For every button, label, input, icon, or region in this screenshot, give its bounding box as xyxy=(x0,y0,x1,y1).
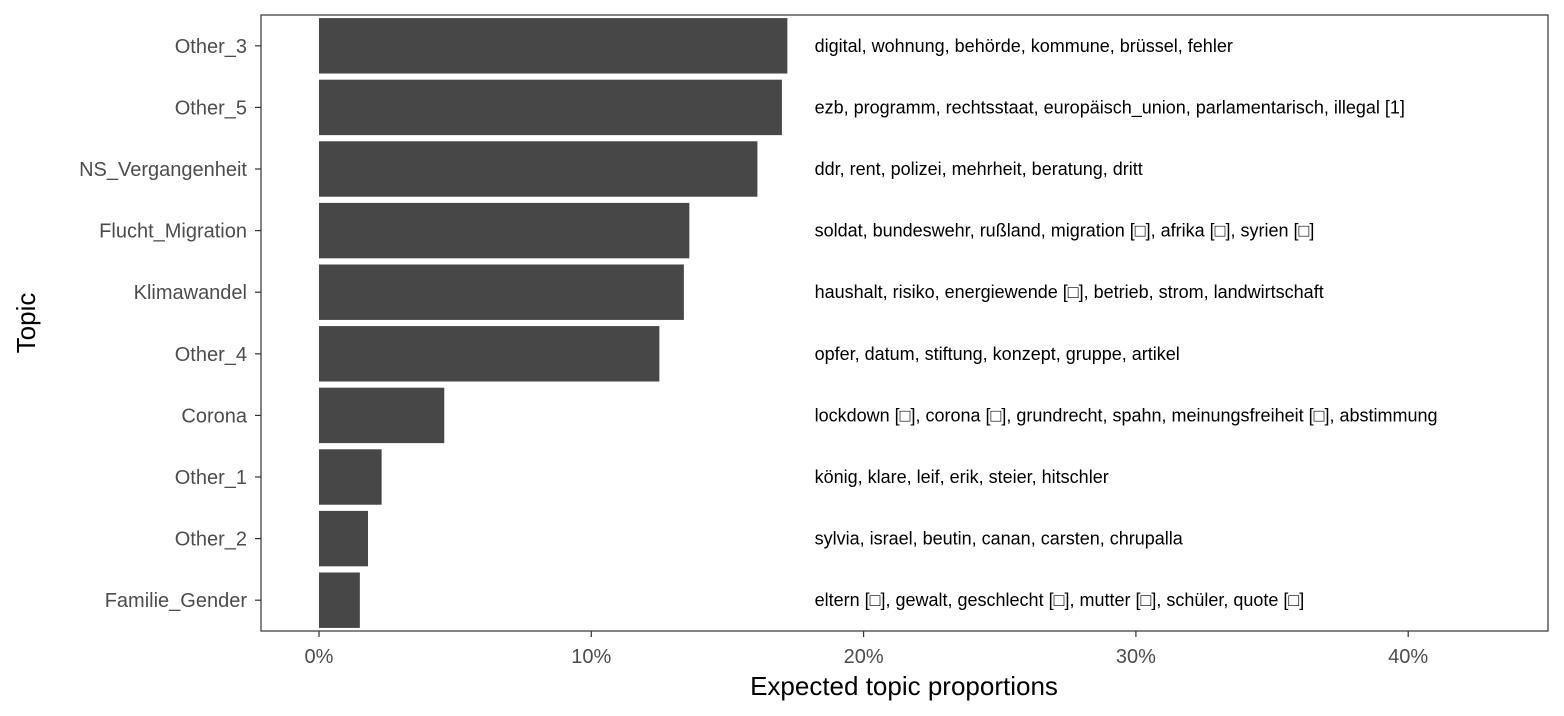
bar-Corona xyxy=(319,387,445,444)
y-tick-label: Familie_Gender xyxy=(105,590,248,612)
bar-annotation: lockdown [□], corona [□], grundrecht, sp… xyxy=(815,405,1438,425)
y-tick-label: Other_4 xyxy=(175,344,247,366)
bar-Klimawandel xyxy=(319,264,684,320)
bars-group xyxy=(319,18,788,628)
bar-Other_3 xyxy=(319,18,788,74)
bar-Other_5 xyxy=(319,79,782,136)
y-axis-title: Topic xyxy=(11,293,41,354)
x-tick-label: 40% xyxy=(1388,646,1428,668)
bar-Other_1 xyxy=(319,449,382,505)
bar-annotation: eltern [□], gewalt, geschlecht [□], mutt… xyxy=(815,590,1305,610)
bar-annotation: digital, wohnung, behörde, kommune, brüs… xyxy=(815,36,1233,56)
y-tick-label: NS_Vergangenheit xyxy=(79,159,247,181)
y-tick-label: Klimawandel xyxy=(134,282,247,304)
x-tick-label: 20% xyxy=(844,646,884,668)
y-tick-label: Corona xyxy=(181,405,247,427)
bar-annotation: soldat, bundeswehr, rußland, migration [… xyxy=(815,221,1315,241)
x-tick-label: 0% xyxy=(305,646,334,668)
y-tick-label: Other_3 xyxy=(175,36,247,58)
bar-annotation: ddr, rent, polizei, mehrheit, beratung, … xyxy=(815,159,1143,179)
bar-Other_2 xyxy=(319,510,369,567)
bar-annotation: opfer, datum, stiftung, konzept, gruppe,… xyxy=(815,344,1180,364)
bar-annotations: digital, wohnung, behörde, kommune, brüs… xyxy=(815,36,1438,610)
y-axis: Other_3 Other_5 NS_Vergangenheit Flucht_Mig… xyxy=(79,36,261,612)
x-axis: 0% 10% 20% 30% 40% xyxy=(305,631,1428,668)
bar-Flucht_Migration xyxy=(319,202,690,259)
bar-annotation: könig, klare, leif, erik, steier, hitsch… xyxy=(815,467,1109,487)
bar-Familie_Gender xyxy=(319,572,360,628)
bar-annotation: haushalt, risiko, energiewende [□], betr… xyxy=(815,282,1324,302)
x-tick-label: 30% xyxy=(1116,646,1156,668)
y-tick-label: Flucht_Migration xyxy=(99,221,247,243)
x-tick-label: 10% xyxy=(571,646,611,668)
y-tick-label: Other_1 xyxy=(175,467,247,489)
y-tick-label: Other_2 xyxy=(175,529,247,551)
bar-annotation: ezb, programm, rechtsstaat, europäisch_u… xyxy=(815,97,1405,118)
bar-NS_Vergangenheit xyxy=(319,141,758,197)
x-axis-title: Expected topic proportions xyxy=(750,671,1058,701)
bar-annotation: sylvia, israel, beutin, canan, carsten, … xyxy=(815,529,1184,549)
bar-Other_4 xyxy=(319,326,660,382)
y-tick-label: Other_5 xyxy=(175,97,247,119)
